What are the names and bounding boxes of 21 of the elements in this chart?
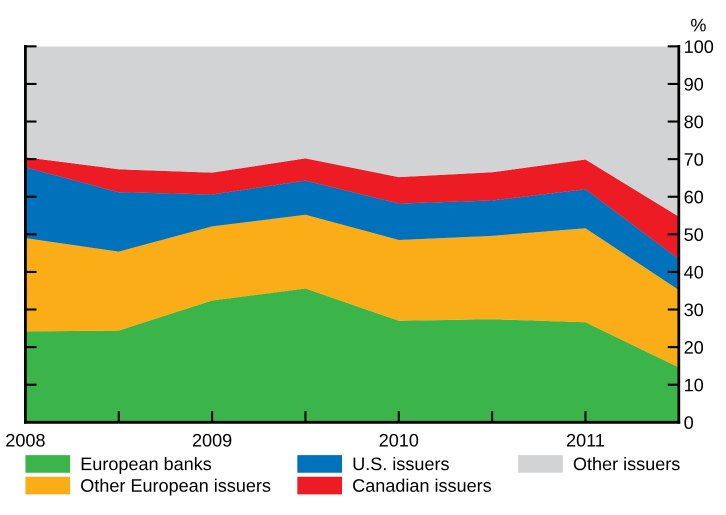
y-tick-label: 70 xyxy=(684,153,704,166)
y-tick-label: 90 xyxy=(684,78,704,91)
y-tick-label: 40 xyxy=(684,266,704,279)
legend-label: U.S. issuers xyxy=(354,457,449,470)
legend-label: European banks xyxy=(82,457,212,474)
x-tick-label: 2011 xyxy=(566,434,604,447)
legend-label: Other issuers xyxy=(574,457,680,470)
legend-label: Canadian issuers xyxy=(353,478,492,492)
y-tick-label: 100 xyxy=(685,40,714,54)
x-tick-label: 2009 xyxy=(192,434,232,447)
y-tick-label: 10 xyxy=(685,378,704,392)
y-tick-label: 30 xyxy=(684,303,704,316)
y-tick-label: 80 xyxy=(684,115,704,128)
y-tick-label: 60 xyxy=(684,190,704,204)
y-tick-label: 20 xyxy=(684,341,704,354)
x-tick-label: 2010 xyxy=(380,434,418,447)
legend-label: Other European issuers xyxy=(81,478,270,496)
y-axis-title: % xyxy=(691,18,706,32)
x-tick-label: 2008 xyxy=(6,434,45,447)
y-tick-label: 0 xyxy=(684,416,694,430)
y-tick-label: 50 xyxy=(684,228,704,242)
